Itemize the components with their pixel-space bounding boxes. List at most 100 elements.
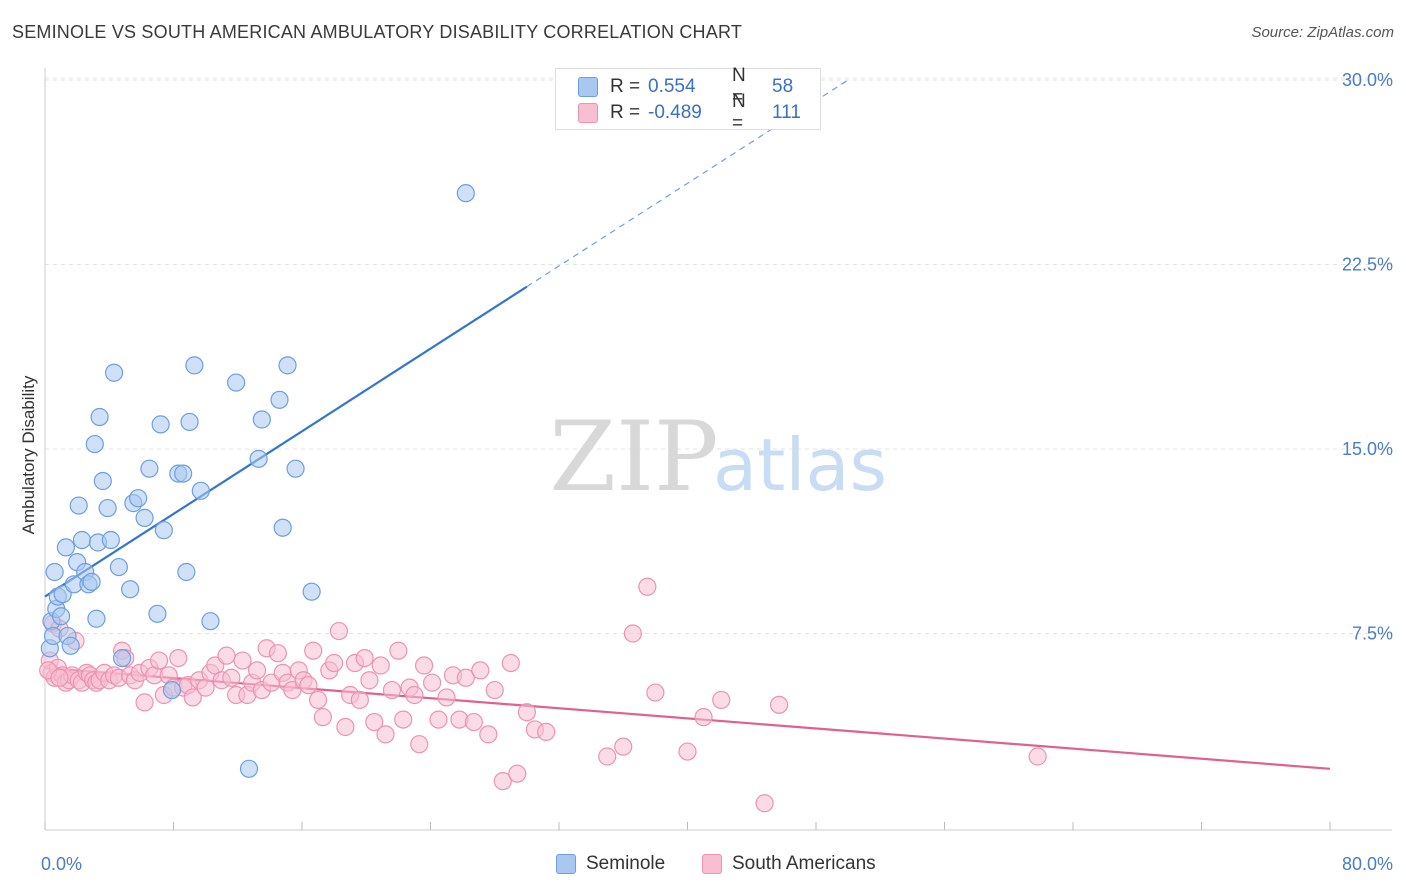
seminole-point-30 (129, 489, 148, 508)
seminole-point-36 (162, 680, 181, 700)
south-point-108 (1028, 747, 1047, 766)
chart-title: SEMINOLE VS SOUTH AMERICAN AMBULATORY DI… (12, 22, 743, 42)
seminole-point-44 (227, 373, 246, 392)
south-point-34 (169, 648, 188, 668)
south-point-110 (50, 668, 69, 687)
seminole-point-45 (239, 759, 259, 778)
seminole-legend-swatch (556, 854, 576, 874)
south-point-83 (429, 710, 448, 729)
n-label: N = (732, 91, 746, 134)
stat-row-seminole: R = 0.554 N = 58 (578, 65, 822, 108)
axes (44, 68, 1392, 831)
seminole-point-25 (104, 363, 124, 382)
seminole-trend-extension (526, 79, 849, 288)
seminole-swatch (578, 77, 598, 97)
seminole-point-50 (278, 356, 297, 375)
seminole-point-24 (101, 530, 120, 550)
chart-source: Source: ZipAtlas.com (1251, 24, 1394, 41)
y-axis-label: Ambulatory Disability (19, 375, 38, 534)
south-point-81 (414, 656, 434, 675)
seminole-point-17 (82, 572, 101, 591)
south-point-62 (313, 708, 332, 727)
seminole-point-42 (191, 481, 210, 500)
south-point-95 (517, 703, 536, 722)
seminole-point-35 (154, 521, 173, 540)
r-value: 0.554 (648, 76, 696, 97)
seminole-point-48 (270, 390, 289, 409)
south-point-98 (598, 747, 617, 766)
grid (45, 77, 1392, 634)
seminole-point-22 (93, 471, 112, 491)
r-value: -0.489 (648, 102, 702, 123)
seminole-point-14 (72, 530, 92, 550)
seminole-point-33 (148, 604, 167, 623)
south-point-74 (376, 725, 395, 744)
seminole-point-34 (151, 415, 170, 434)
tick-labels: 7.5% 15.0% 22.5% 30.0% 0.0% 80.0% (41, 70, 1393, 874)
south-point-61 (308, 690, 328, 710)
seminole-point-18 (85, 434, 104, 454)
south-point-80 (410, 735, 429, 754)
south-point-97 (537, 722, 556, 742)
seminole-point-52 (302, 582, 321, 601)
south-point-105 (712, 690, 731, 710)
r-label: R = (610, 102, 641, 123)
south-point-30 (149, 651, 169, 670)
seminole-point-32 (140, 459, 159, 478)
south-point-65 (329, 621, 349, 641)
seminole-point-23 (98, 498, 117, 518)
y-tick-label-2: 22.5% (1342, 255, 1393, 275)
south-point-88 (464, 712, 483, 732)
south-point-90 (479, 725, 498, 744)
south-point-75 (382, 680, 402, 700)
y-tick-label-3: 30.0% (1342, 70, 1393, 90)
south-point-79 (405, 685, 424, 705)
south-point-59 (299, 676, 318, 695)
south-point-43 (217, 646, 236, 665)
seminole-point-10 (61, 636, 80, 655)
stat-row-south: R = -0.489 N = 111 (578, 91, 822, 134)
south-point-93 (501, 653, 520, 673)
seminole-point-27 (112, 648, 132, 668)
south-legend-swatch (702, 854, 722, 874)
seminole-point-39 (177, 562, 196, 582)
seminole-point-47 (252, 410, 271, 429)
seminole-point-40 (180, 412, 199, 432)
x-tick-label-max: 80.0% (1342, 854, 1393, 874)
south-point-76 (389, 641, 408, 660)
south-point-64 (325, 653, 344, 673)
seminole-point-21 (90, 407, 109, 427)
south-point-104 (694, 708, 713, 727)
seminole-trend-line (44, 285, 528, 598)
seminole-point-51 (286, 459, 305, 478)
y-tick-label-1: 15.0% (1342, 439, 1393, 459)
south-point-53 (268, 644, 288, 663)
seminole-points (40, 184, 475, 778)
south-point-103 (678, 742, 697, 761)
seminole-point-53 (456, 184, 475, 203)
seminole-point-19 (87, 609, 106, 628)
seminole-point-3 (45, 562, 64, 582)
x-tick-label-min: 0.0% (41, 854, 82, 874)
south-point-72 (365, 712, 384, 732)
seminole-point-31 (135, 508, 154, 527)
south-point-60 (304, 641, 323, 660)
south-point-91 (485, 680, 504, 700)
south-point-94 (508, 764, 527, 783)
n-value: 111 (772, 102, 801, 123)
n-value: 58 (772, 76, 794, 97)
seminole-point-6 (51, 607, 71, 626)
south-point-101 (638, 577, 657, 596)
watermark-zip: ZIP (549, 401, 718, 513)
watermark-atlas: atlas (713, 423, 887, 507)
correlation-stats-box: R = 0.554 N = 58 R = -0.489 N = 111 (555, 65, 822, 134)
legend-item-south[interactable]: South Americans (702, 852, 876, 876)
seminole-point-8 (56, 538, 75, 557)
south-swatch (578, 103, 598, 123)
seminole-point-28 (121, 580, 140, 599)
seminole-point-46 (249, 449, 268, 468)
legend-item-seminole[interactable]: Seminole (556, 852, 665, 876)
r-label: R = (610, 76, 641, 97)
legend-label-south: South Americans (732, 853, 876, 874)
